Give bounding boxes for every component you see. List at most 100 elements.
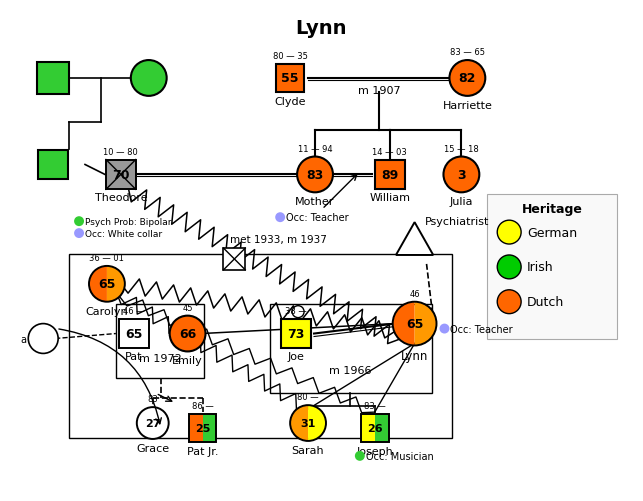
Text: Harriette: Harriette [442, 101, 493, 111]
Bar [375, 414, 389, 442]
Bar [361, 414, 375, 442]
Text: Sarah: Sarah [292, 445, 324, 455]
Circle shape [131, 61, 167, 97]
Text: 83: 83 [307, 168, 323, 181]
Text: 80 — 35: 80 — 35 [273, 52, 307, 61]
Circle shape [137, 407, 168, 439]
Text: m 1972: m 1972 [140, 354, 182, 364]
Text: Psych Prob: Bipolar: Psych Prob: Bipolar [85, 217, 172, 226]
Wedge shape [290, 405, 308, 441]
Text: 66: 66 [179, 327, 196, 340]
Text: 86 —: 86 — [192, 401, 213, 410]
Circle shape [75, 229, 83, 237]
Text: 55: 55 [282, 72, 299, 85]
Text: 31: 31 [300, 418, 316, 428]
Text: Julia: Julia [449, 197, 473, 207]
Text: m 1966: m 1966 [329, 366, 371, 376]
Bar [270, 304, 431, 393]
Text: 10 — 80: 10 — 80 [104, 147, 138, 156]
Text: Carolyn: Carolyn [86, 306, 128, 316]
Text: Mother: Mother [295, 197, 335, 207]
Text: Joe: Joe [287, 352, 305, 362]
Text: 46 —: 46 — [123, 306, 145, 315]
Bar [119, 319, 149, 349]
Bar [188, 414, 203, 442]
Text: Grace: Grace [136, 443, 169, 453]
Wedge shape [89, 267, 107, 302]
Text: 27: 27 [145, 418, 161, 428]
Circle shape [440, 325, 448, 333]
Text: 46: 46 [410, 289, 420, 298]
Text: 82: 82 [458, 72, 476, 85]
Text: Occ: Musician: Occ: Musician [366, 451, 433, 461]
Bar [375, 160, 404, 190]
Bar [116, 304, 204, 379]
Text: 70: 70 [112, 168, 130, 181]
Text: Lynn: Lynn [401, 350, 428, 363]
Text: 45: 45 [183, 303, 193, 312]
Text: 38 —: 38 — [285, 306, 307, 315]
Text: 83 —: 83 — [364, 401, 386, 410]
Bar [487, 195, 617, 339]
Circle shape [497, 221, 521, 244]
Circle shape [449, 61, 485, 97]
Text: Theodore: Theodore [95, 193, 147, 203]
Text: Pat: Pat [125, 352, 143, 362]
Text: 26: 26 [367, 423, 383, 433]
Text: Occ: Teacher: Occ: Teacher [451, 324, 513, 334]
Bar [223, 248, 246, 271]
Bar [106, 160, 136, 190]
Text: met 1933, m 1937: met 1933, m 1937 [230, 234, 327, 244]
Text: Emily: Emily [172, 356, 203, 366]
Circle shape [170, 316, 206, 352]
Bar [69, 255, 453, 438]
Text: Joseph: Joseph [356, 446, 393, 456]
Text: 25: 25 [195, 423, 210, 433]
Text: William: William [369, 193, 410, 203]
Circle shape [297, 157, 333, 193]
Text: 3: 3 [457, 168, 466, 181]
Text: 65: 65 [125, 327, 143, 340]
Text: 11 — 94: 11 — 94 [298, 144, 332, 153]
Bar [361, 414, 389, 442]
Text: Irish: Irish [527, 261, 554, 274]
Wedge shape [308, 405, 326, 441]
Bar [37, 63, 69, 95]
Bar [203, 414, 217, 442]
Circle shape [497, 256, 521, 279]
Wedge shape [107, 267, 125, 302]
Text: 73: 73 [287, 327, 305, 340]
Text: 80 —: 80 — [297, 392, 319, 401]
Wedge shape [393, 302, 415, 346]
Text: 65: 65 [98, 278, 116, 291]
Bar [276, 65, 304, 93]
Text: a: a [21, 334, 26, 344]
Bar [281, 319, 311, 349]
Text: Psychiatrist: Psychiatrist [424, 217, 489, 227]
Bar [188, 414, 217, 442]
Text: Occ: Teacher: Occ: Teacher [286, 213, 349, 223]
Circle shape [75, 218, 83, 225]
Circle shape [292, 306, 304, 318]
Text: m 1907: m 1907 [358, 86, 401, 96]
Circle shape [444, 157, 479, 193]
Circle shape [356, 452, 364, 460]
Text: 14 — 03: 14 — 03 [372, 147, 407, 156]
Circle shape [497, 290, 521, 314]
Text: Occ: White collar: Occ: White collar [85, 229, 162, 238]
Text: Dutch: Dutch [527, 296, 565, 309]
Text: Pat Jr.: Pat Jr. [186, 446, 218, 456]
Text: 89: 89 [381, 168, 398, 181]
Bar [38, 150, 68, 180]
Wedge shape [415, 302, 437, 346]
Text: Clyde: Clyde [275, 97, 306, 107]
Circle shape [28, 324, 58, 354]
Text: 83 — 65: 83 — 65 [450, 48, 485, 57]
Circle shape [276, 214, 284, 222]
Text: Lynn: Lynn [295, 19, 347, 38]
Text: 83: 83 [147, 394, 158, 403]
Text: 36 — 01: 36 — 01 [89, 254, 124, 263]
Polygon shape [396, 223, 433, 256]
Text: German: German [527, 226, 577, 239]
Text: 65: 65 [406, 318, 423, 331]
